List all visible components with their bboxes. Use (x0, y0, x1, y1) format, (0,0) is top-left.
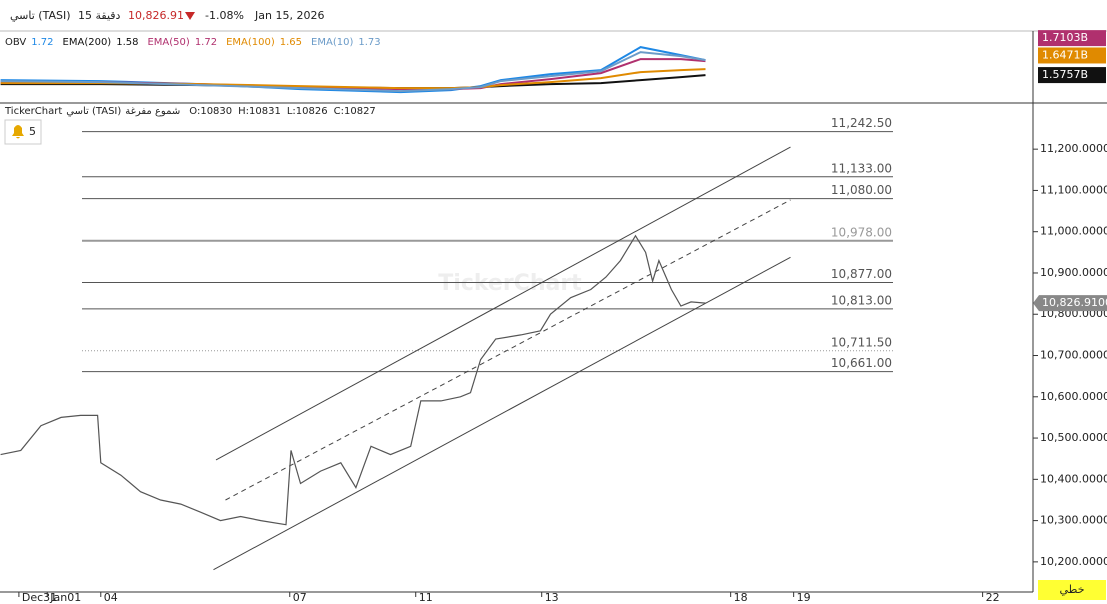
legend-value: 1.65 (280, 37, 302, 48)
x-tick-label: 18 (734, 591, 748, 604)
x-tick-label: 19 (797, 591, 811, 604)
last-price-tag (1033, 295, 1107, 312)
legend-name: EMA(200) (63, 37, 112, 48)
level-label: 10,661.00 (831, 356, 892, 370)
trend-line (215, 146, 791, 461)
level-label: 11,133.00 (831, 161, 892, 175)
price: 10,826.91 (128, 9, 184, 22)
y-tick-label: 10,200.0000 (1040, 555, 1107, 568)
chart-symbol: تاسي (TASI) (66, 106, 121, 117)
x-tick-label: Dec31 (22, 591, 57, 604)
x-tick-label: 04 (104, 591, 118, 604)
legend-name: EMA(100) (226, 37, 275, 48)
axis-badge (1038, 30, 1106, 47)
y-tick-label: 10,600.0000 (1040, 390, 1107, 403)
legend-value: 1.58 (116, 37, 138, 48)
bell-icon (12, 125, 24, 139)
x-tick-label: 11 (419, 591, 433, 604)
x-tick-label: Jan01 (49, 591, 81, 604)
alert-count: 5 (29, 125, 36, 138)
mode-button[interactable]: خطي (1038, 580, 1106, 600)
y-tick-label: 10,500.0000 (1040, 431, 1107, 444)
ohlc-label: C:10827 (334, 106, 376, 117)
header: تاسي (TASI) 15 دقيقة 10,826.91 -1.08% Ja… (10, 9, 324, 22)
level-label: 10,813.00 (831, 293, 892, 307)
date: Jan 15, 2026 (254, 9, 324, 22)
y-tick-label: 11,100.0000 (1040, 183, 1107, 196)
trend-line (225, 199, 791, 501)
y-tick-label: 10,300.0000 (1040, 514, 1107, 527)
level-label: 11,242.50 (831, 116, 892, 130)
alert-box[interactable] (4, 119, 42, 145)
level-label: 10,978.00 (831, 225, 892, 239)
y-tick-label: 10,700.0000 (1040, 349, 1107, 362)
trend-line (213, 256, 791, 571)
axis-badge (1038, 47, 1106, 64)
ohlc-label: O:10830 (189, 106, 232, 117)
y-tick-label: 10,400.0000 (1040, 472, 1107, 485)
axis-badge (1038, 67, 1106, 84)
last-price-label: 10,826.9100 (1042, 296, 1107, 309)
axis-badge-label: 1.7103B (1042, 31, 1088, 44)
level-label: 10,711.50 (831, 335, 892, 349)
down-arrow (185, 12, 195, 20)
axis-badge-label: 1.5757B (1042, 68, 1088, 81)
legend-name: EMA(10) (311, 37, 353, 48)
change: -1.08% (205, 9, 244, 22)
level-label: 10,877.00 (831, 267, 892, 281)
chart-title: TickerChart (4, 106, 62, 117)
mode-box[interactable] (1038, 580, 1106, 600)
y-tick-label: 11,000.0000 (1040, 225, 1107, 238)
y-tick-label: 11,200.0000 (1040, 142, 1107, 155)
level-label: 11,080.00 (831, 183, 892, 197)
price-line (0, 234, 706, 526)
ohlc-label: H:10831 (238, 106, 281, 117)
y-tick-label: 10,900.0000 (1040, 266, 1107, 279)
symbol: تاسي (TASI) (10, 9, 71, 22)
x-tick-label: 13 (545, 591, 559, 604)
alert-button[interactable]: 5 (4, 119, 42, 145)
interval: 15 دقيقة (78, 9, 121, 22)
chart-style: شموع مفرغة (125, 106, 180, 117)
legend-value: 1.73 (358, 37, 380, 48)
price-line (0, 51, 706, 93)
watermark: TickerChart (438, 271, 582, 296)
legend-value: 1.72 (195, 37, 217, 48)
legend-name: EMA(50) (147, 37, 189, 48)
legend-name: OBV (5, 37, 26, 48)
x-tick-label: 07 (293, 591, 307, 604)
axis-badge-label: 1.6471B (1042, 48, 1088, 61)
legend-value: 1.72 (31, 37, 53, 48)
mode-label: خطي (1060, 583, 1085, 596)
ohlc-label: L:10826 (287, 106, 328, 117)
x-tick-label: 22 (986, 591, 1000, 604)
